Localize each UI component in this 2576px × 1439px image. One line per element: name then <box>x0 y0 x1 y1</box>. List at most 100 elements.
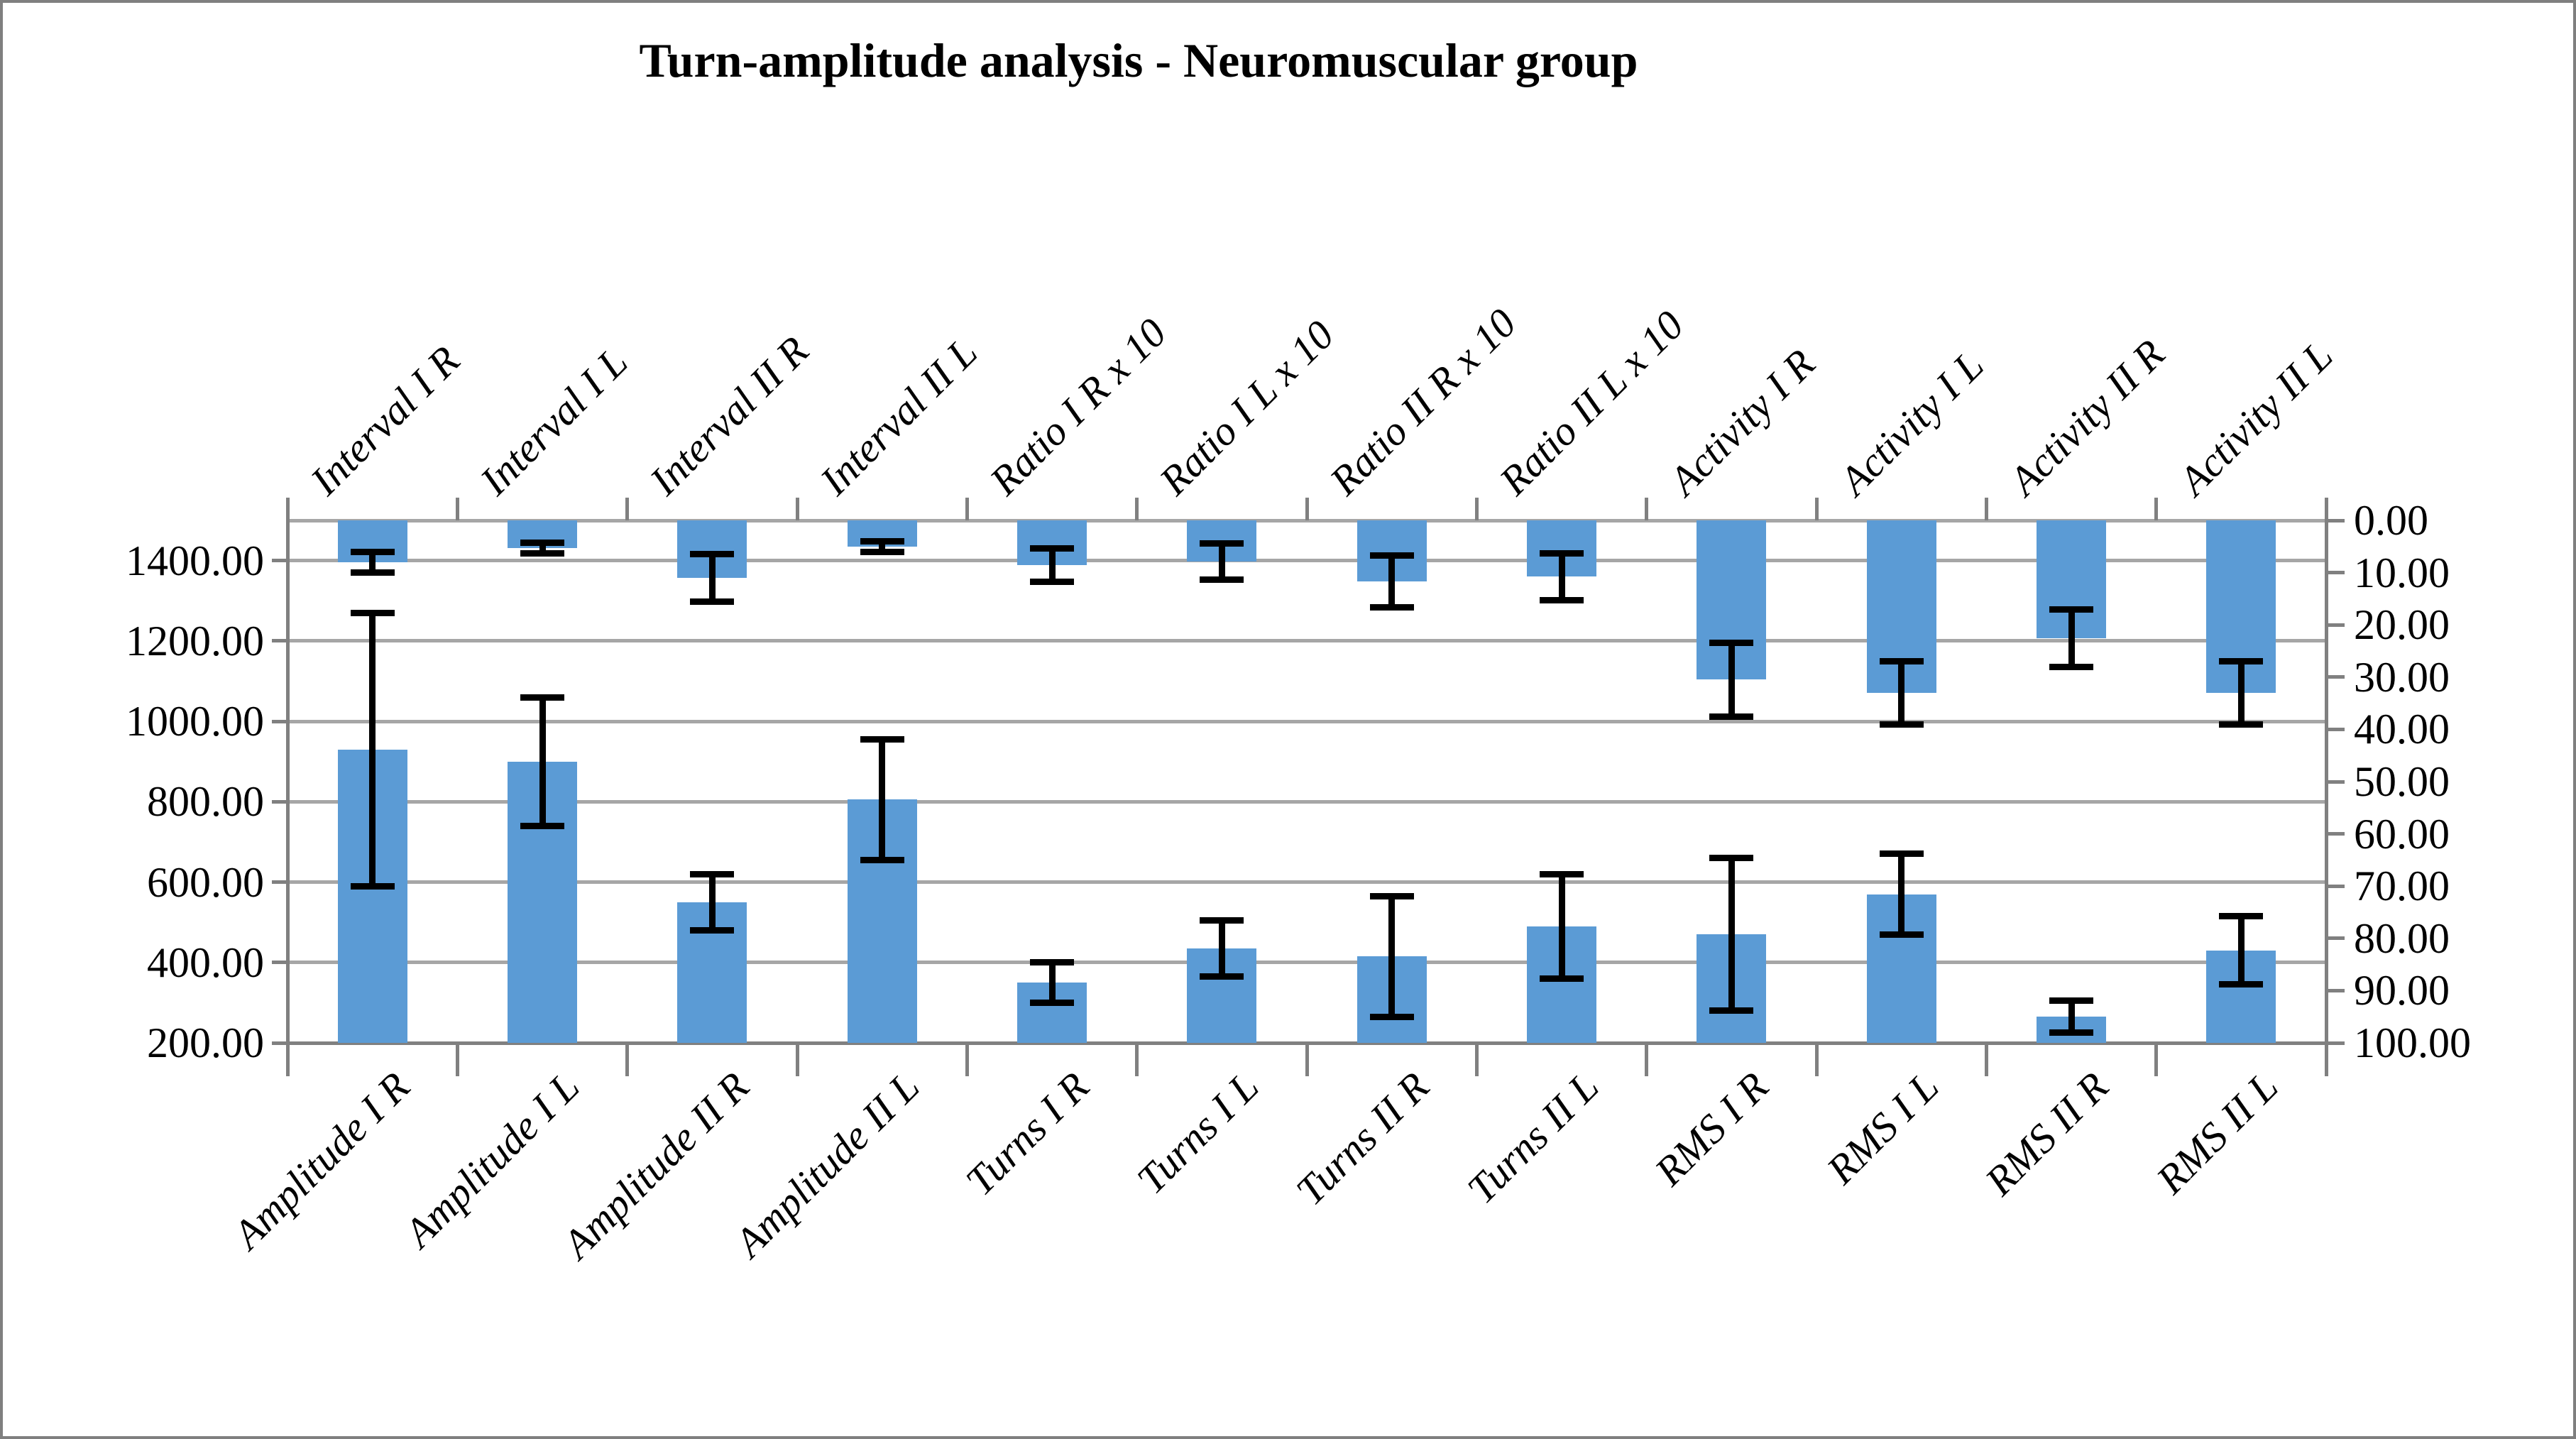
bottom-boundary-tick <box>1305 1043 1309 1076</box>
error-bar-cap-top-interval-i-r <box>350 548 395 555</box>
gridline-1400 <box>287 559 2326 563</box>
error-bar-interval-i-r <box>369 552 376 573</box>
error-bar-cap-bottom-activity-ii-r <box>2049 663 2093 670</box>
right-axis-label: 70.00 <box>2354 863 2450 910</box>
error-bar-activity-i-r <box>1728 642 1735 716</box>
top-category-label-activity-ii-l: Activity II L <box>2170 332 2342 504</box>
error-bar-amplitude-ii-l <box>879 739 886 860</box>
right-axis-label: 30.00 <box>2354 653 2450 701</box>
error-bar-cap-bottom-ratio-i-r-x-10 <box>1030 579 1074 586</box>
error-bar-activity-ii-l <box>2237 661 2245 725</box>
error-bar-interval-ii-l <box>879 541 886 552</box>
error-bar-turns-ii-l <box>1558 874 1565 979</box>
error-bar-cap-bottom-turns-i-l <box>1200 973 1244 980</box>
error-bar-cap-bottom-interval-i-r <box>350 569 395 576</box>
error-bar-cap-bottom-rms-i-r <box>1709 1007 1754 1014</box>
right-axis-tick <box>2326 988 2345 992</box>
gridline-600 <box>287 880 2326 885</box>
error-bar-cap-top-rms-i-l <box>1879 850 1924 858</box>
bottom-category-label-rms-ii-l: RMS II L <box>2147 1063 2287 1203</box>
bottom-boundary-tick <box>625 1043 630 1076</box>
error-bar-cap-bottom-rms-ii-l <box>2219 981 2264 988</box>
bottom-category-label-turns-i-l: Turns I L <box>1128 1063 1268 1203</box>
error-bar-ratio-i-r-x-10 <box>1048 548 1056 582</box>
right-axis-label: 90.00 <box>2354 967 2450 1014</box>
top-boundary-tick <box>1814 498 1819 520</box>
error-bar-amplitude-ii-r <box>708 874 716 931</box>
top-boundary-tick <box>1984 498 1988 520</box>
chart-title: Turn-amplitude analysis - Neuromuscular … <box>639 33 1638 87</box>
left-axis-label: 200.00 <box>147 1019 264 1066</box>
left-axis-label: 600.00 <box>147 858 264 906</box>
error-bar-cap-top-turns-i-l <box>1200 917 1244 924</box>
error-bar-cap-top-rms-i-r <box>1709 855 1754 862</box>
top-category-label-interval-ii-r: Interval II R <box>641 327 818 504</box>
bottom-category-label-turns-ii-l: Turns II L <box>1458 1063 1608 1213</box>
error-bar-cap-bottom-ratio-ii-r-x-10 <box>1369 604 1414 611</box>
bottom-boundary-tick <box>2154 1043 2159 1076</box>
error-bar-cap-bottom-ratio-ii-l-x-10 <box>1540 597 1584 604</box>
error-bar-ratio-i-l-x-10 <box>1218 543 1225 580</box>
right-axis-label: 10.00 <box>2354 549 2450 596</box>
error-bar-cap-top-activity-ii-l <box>2219 658 2264 665</box>
bottom-boundary-tick <box>455 1043 459 1076</box>
error-bar-cap-top-interval-i-l <box>520 540 564 547</box>
top-category-label-activity-i-l: Activity I L <box>1830 341 1993 504</box>
error-bar-cap-top-amplitude-i-l <box>520 694 564 701</box>
bottom-boundary-tick <box>795 1043 799 1076</box>
bottom-category-label-amplitude-i-l: Amplitude I L <box>395 1063 588 1257</box>
top-boundary-tick <box>285 498 290 520</box>
error-bar-cap-top-turns-ii-l <box>1540 870 1584 877</box>
left-axis-label: 1200.00 <box>126 617 264 664</box>
gridline-800 <box>287 799 2326 804</box>
right-axis-tick <box>2326 518 2345 522</box>
error-bar-cap-top-activity-i-l <box>1879 658 1924 665</box>
error-bar-cap-bottom-interval-ii-r <box>690 598 735 605</box>
error-bar-amplitude-i-l <box>539 697 546 826</box>
bottom-boundary-tick <box>285 1043 290 1076</box>
error-bar-activity-ii-r <box>2068 609 2075 667</box>
top-boundary-tick <box>1474 498 1479 520</box>
left-axis-label: 1000.00 <box>126 698 264 745</box>
right-axis-tick <box>2326 832 2345 836</box>
right-axis-tick <box>2326 779 2345 784</box>
error-bar-cap-top-interval-ii-l <box>860 537 904 545</box>
bottom-boundary-tick <box>1135 1043 1139 1076</box>
right-axis-label: 80.00 <box>2354 914 2450 962</box>
right-axis-label: 20.00 <box>2354 601 2450 649</box>
bottom-category-label-rms-ii-r: RMS II R <box>1975 1063 2117 1205</box>
top-boundary-tick <box>965 498 969 520</box>
top-category-label-interval-i-l: Interval I L <box>471 338 637 504</box>
top-boundary-tick <box>2324 498 2328 520</box>
error-bar-cap-bottom-turns-ii-r <box>1369 1013 1414 1020</box>
right-axis-label: 50.00 <box>2354 758 2450 805</box>
error-bar-cap-top-rms-ii-l <box>2219 913 2264 920</box>
left-axis-tick <box>272 639 287 643</box>
error-bar-cap-top-ratio-ii-r-x-10 <box>1369 552 1414 559</box>
left-axis-tick <box>272 799 287 804</box>
bottom-boundary-tick <box>1984 1043 1988 1076</box>
error-bar-amplitude-i-r <box>369 613 376 887</box>
top-category-label-ratio-i-l-x-10: Ratio I L x 10 <box>1151 311 1343 504</box>
left-axis-tick <box>272 559 287 563</box>
left-axis-label: 400.00 <box>147 939 264 986</box>
error-bar-rms-i-l <box>1898 853 1905 935</box>
gridline-1000 <box>287 719 2326 723</box>
top-boundary-tick <box>1135 498 1139 520</box>
top-boundary-tick <box>1305 498 1309 520</box>
right-axis-tick <box>2326 727 2345 731</box>
error-bar-turns-i-l <box>1218 920 1225 977</box>
right-axis-tick <box>2326 1041 2345 1045</box>
error-bar-cap-bottom-rms-ii-r <box>2049 1029 2093 1036</box>
error-bar-cap-bottom-amplitude-i-r <box>350 882 395 890</box>
error-bar-interval-ii-r <box>708 554 716 602</box>
right-axis-label: 100.00 <box>2354 1019 2471 1066</box>
error-bar-cap-bottom-amplitude-ii-r <box>690 926 735 934</box>
top-boundary-tick <box>1645 498 1649 520</box>
left-axis-label: 1400.00 <box>126 537 264 584</box>
error-bar-cap-bottom-interval-ii-l <box>860 548 904 555</box>
error-bar-cap-top-turns-ii-r <box>1369 892 1414 899</box>
error-bar-cap-bottom-interval-i-l <box>520 549 564 557</box>
error-bar-cap-top-ratio-i-r-x-10 <box>1030 545 1074 552</box>
right-axis-tick <box>2326 884 2345 888</box>
